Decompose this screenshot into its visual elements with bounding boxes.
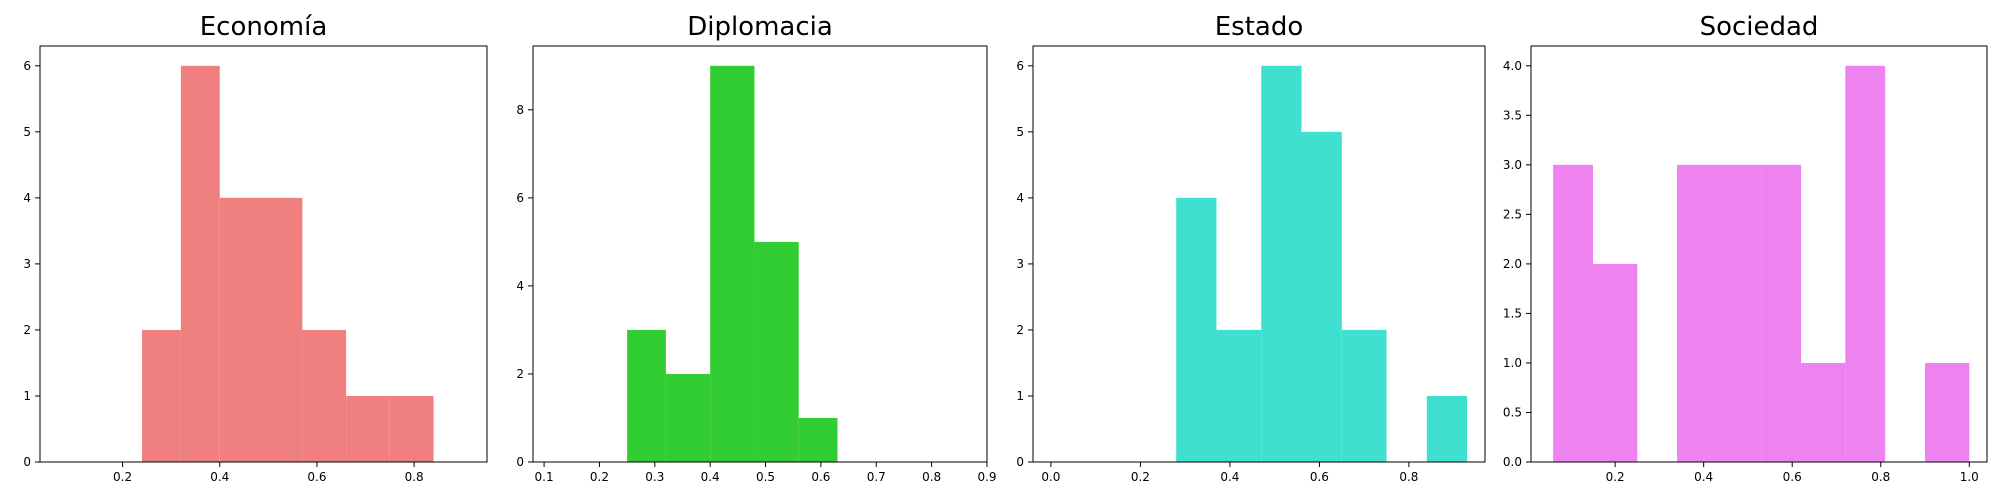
y-tick-label: 8 <box>516 103 524 117</box>
x-tick-label: 0.4 <box>1220 470 1239 484</box>
histogram-panel: 0.0 0.2 0.4 0.6 0.8 0 1 2 3 4 5 6 Estado <box>1016 12 1486 484</box>
histogram-bar <box>1761 164 1802 462</box>
histogram-bar <box>263 197 303 462</box>
histogram-bar <box>1925 362 1970 462</box>
x-tick-label: 0.8 <box>405 470 424 484</box>
y-tick-label: 4 <box>23 191 31 205</box>
panel-title: Economía <box>200 12 328 42</box>
y-tick-label: 3 <box>23 257 31 271</box>
x-tick-label: 0.8 <box>922 470 941 484</box>
y-tick-label: 0.0 <box>1503 455 1522 469</box>
y-tick-label: 4 <box>516 279 524 293</box>
histogram-bar <box>1261 65 1302 463</box>
y-tick-label: 3 <box>1016 257 1024 271</box>
histogram-bar <box>798 417 838 462</box>
y-tick-label: 1 <box>1016 389 1024 403</box>
histogram-panel: 0.2 0.4 0.6 0.8 0 1 2 3 4 5 6 Economía <box>23 12 488 484</box>
histogram-bar <box>1176 197 1217 462</box>
y-tick-label: 5 <box>23 125 31 139</box>
x-tick-label: 0.6 <box>1310 470 1329 484</box>
x-tick-label: 0.4 <box>701 470 720 484</box>
x-tick-label: 0.6 <box>307 470 326 484</box>
histogram-bar <box>389 395 434 462</box>
panel-title: Diplomacia <box>687 12 833 42</box>
axes-frame <box>532 45 988 463</box>
histogram-bar <box>1301 131 1342 463</box>
axes-frame <box>39 45 488 463</box>
y-tick-label: 6 <box>23 59 31 73</box>
x-tick-label: 0.0 <box>1041 470 1060 484</box>
y-tick-label: 6 <box>516 191 524 205</box>
y-tick-label: 3.5 <box>1503 108 1522 122</box>
y-tick-label: 4 <box>1016 191 1024 205</box>
y-tick-label: 0 <box>516 455 524 469</box>
y-tick-label: 0 <box>23 455 31 469</box>
histogram-bar <box>1801 362 1846 462</box>
x-tick-label: 0.2 <box>590 470 609 484</box>
y-tick-label: 2 <box>23 323 31 337</box>
histogram-bar <box>1716 164 1762 462</box>
histogram-panel: 0.2 0.4 0.6 0.8 1.0 0.0 0.5 1.0 1.5 2.0 2.5 3.0 3.5 4… <box>1503 12 1988 484</box>
x-tick-label: 0.5 <box>756 470 775 484</box>
x-tick-label: 0.7 <box>867 470 886 484</box>
y-tick-label: 0.5 <box>1503 405 1522 419</box>
x-tick-label: 0.8 <box>1871 470 1890 484</box>
histogram-bar <box>1553 164 1593 462</box>
y-tick-label: 2.0 <box>1503 257 1522 271</box>
y-tick-label: 5 <box>1016 125 1024 139</box>
x-tick-label: 0.8 <box>1399 470 1418 484</box>
y-tick-label: 0 <box>1016 455 1024 469</box>
y-tick-label: 4.0 <box>1503 59 1522 73</box>
x-tick-label: 1.0 <box>1960 470 1979 484</box>
x-tick-label: 0.9 <box>977 470 996 484</box>
axes-frame <box>1530 45 1988 463</box>
x-tick-label: 0.6 <box>811 470 830 484</box>
panel-title: Estado <box>1215 12 1304 42</box>
x-tick-label: 0.2 <box>1131 470 1150 484</box>
y-tick-label: 2 <box>1016 323 1024 337</box>
panel-title: Sociedad <box>1700 12 1819 42</box>
histogram-bar <box>710 65 755 463</box>
histogram-bar <box>1216 329 1262 462</box>
histogram-bar <box>627 329 666 462</box>
histogram-bar <box>1677 164 1717 462</box>
y-tick-label: 1 <box>23 389 31 403</box>
x-tick-label: 0.4 <box>210 470 229 484</box>
y-tick-label: 3.0 <box>1503 158 1522 172</box>
x-tick-label: 0.4 <box>1694 470 1713 484</box>
histogram-bar <box>302 329 347 462</box>
histogram-bar <box>346 395 390 462</box>
x-tick-label: 0.1 <box>535 470 554 484</box>
histogram-bar <box>180 65 220 463</box>
x-tick-label: 0.2 <box>113 470 132 484</box>
histogram-bar <box>665 373 711 462</box>
x-tick-label: 0.2 <box>1606 470 1625 484</box>
histogram-bar <box>1341 329 1387 462</box>
histogram-bar <box>219 197 264 462</box>
histogram-bar <box>754 241 799 462</box>
y-tick-label: 2.5 <box>1503 207 1522 221</box>
axes-frame <box>1032 45 1486 463</box>
histogram-panel: 0.1 0.2 0.3 0.4 0.5 0.6 0.7 0.8 0.9 0 2 4 6 8 Diplomac… <box>516 12 996 484</box>
y-tick-label: 2 <box>516 367 524 381</box>
histogram-bar <box>1592 263 1638 462</box>
y-tick-label: 1.0 <box>1503 356 1522 370</box>
histogram-bar <box>1845 65 1886 463</box>
x-tick-label: 0.6 <box>1783 470 1802 484</box>
y-tick-label: 1.5 <box>1503 306 1522 320</box>
histogram-bar <box>1426 395 1468 462</box>
y-tick-label: 6 <box>1016 59 1024 73</box>
histogram-bar <box>142 329 181 462</box>
x-tick-label: 0.3 <box>645 470 664 484</box>
